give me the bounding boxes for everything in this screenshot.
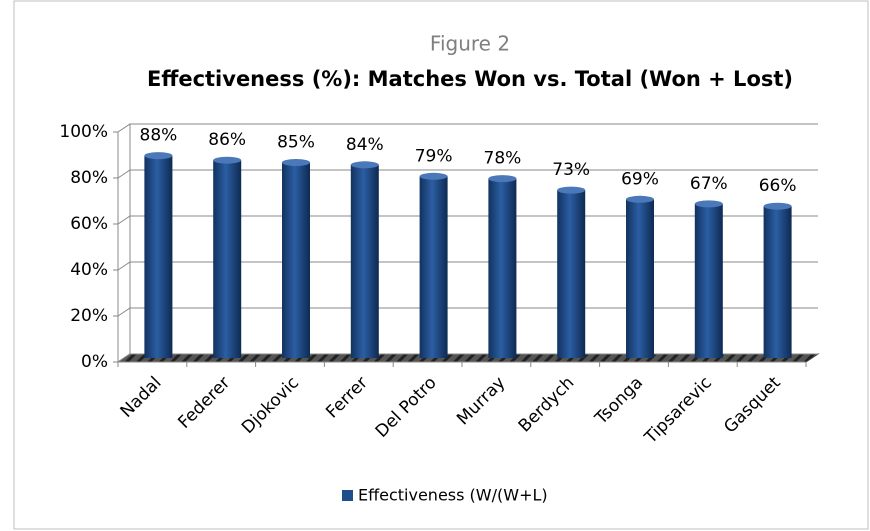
- data-label: 78%: [484, 149, 522, 169]
- data-label: 85%: [277, 133, 315, 153]
- y-tick-label: 40%: [70, 260, 108, 280]
- y-tick-label: 80%: [70, 168, 108, 188]
- data-label: 66%: [759, 176, 797, 196]
- data-label: 69%: [621, 169, 659, 189]
- bar: [282, 159, 310, 358]
- grid-line: [117, 307, 818, 317]
- data-label: 88%: [140, 126, 178, 146]
- bar-cap: [488, 175, 517, 183]
- bar: [557, 186, 586, 358]
- bar-cap: [213, 156, 242, 164]
- grid-line: [117, 123, 818, 133]
- grid-line: [117, 353, 818, 363]
- bar: [626, 195, 654, 358]
- bar-body: [763, 206, 792, 358]
- data-label: 79%: [415, 146, 453, 166]
- data-label: 67%: [690, 174, 728, 194]
- y-tick-label: 60%: [70, 214, 108, 234]
- bar-cap: [763, 202, 792, 210]
- bar: [488, 175, 517, 358]
- bar: [694, 200, 723, 358]
- bar-body: [144, 155, 173, 358]
- bar-cap: [350, 161, 379, 169]
- data-label: 86%: [208, 130, 246, 150]
- bar-body: [213, 160, 242, 358]
- bar-body: [282, 162, 310, 358]
- bar-cap: [694, 200, 723, 208]
- legend-swatch: [342, 490, 353, 501]
- bar-body: [694, 203, 723, 358]
- bar: [144, 152, 173, 358]
- grid-line: [117, 215, 818, 225]
- bar: [350, 161, 379, 358]
- grid-line: [117, 169, 818, 179]
- bar-cap: [626, 195, 654, 203]
- bar-body: [419, 176, 448, 358]
- bar: [213, 156, 242, 358]
- y-tick-label: 20%: [70, 306, 108, 326]
- bar: [763, 202, 792, 358]
- bar-cap: [419, 172, 448, 180]
- y-tick-label: 100%: [59, 122, 108, 142]
- bar-body: [350, 164, 379, 358]
- bar-body: [488, 178, 517, 358]
- data-label: 84%: [346, 135, 384, 155]
- bar-body: [626, 199, 654, 358]
- legend-label: Effectiveness (W/(W+L): [358, 486, 548, 505]
- data-label: 73%: [552, 160, 590, 180]
- bar: [419, 172, 448, 358]
- bar-cap: [282, 159, 310, 166]
- chart-title: Effectiveness (%): Matches Won vs. Total…: [147, 67, 793, 91]
- chart-subtitle: Figure 2: [430, 32, 510, 56]
- grid-line: [117, 261, 818, 271]
- bar-cap: [557, 186, 586, 194]
- bar-cap: [144, 152, 173, 160]
- y-tick-label: 0%: [81, 352, 108, 372]
- bar-body: [557, 190, 586, 358]
